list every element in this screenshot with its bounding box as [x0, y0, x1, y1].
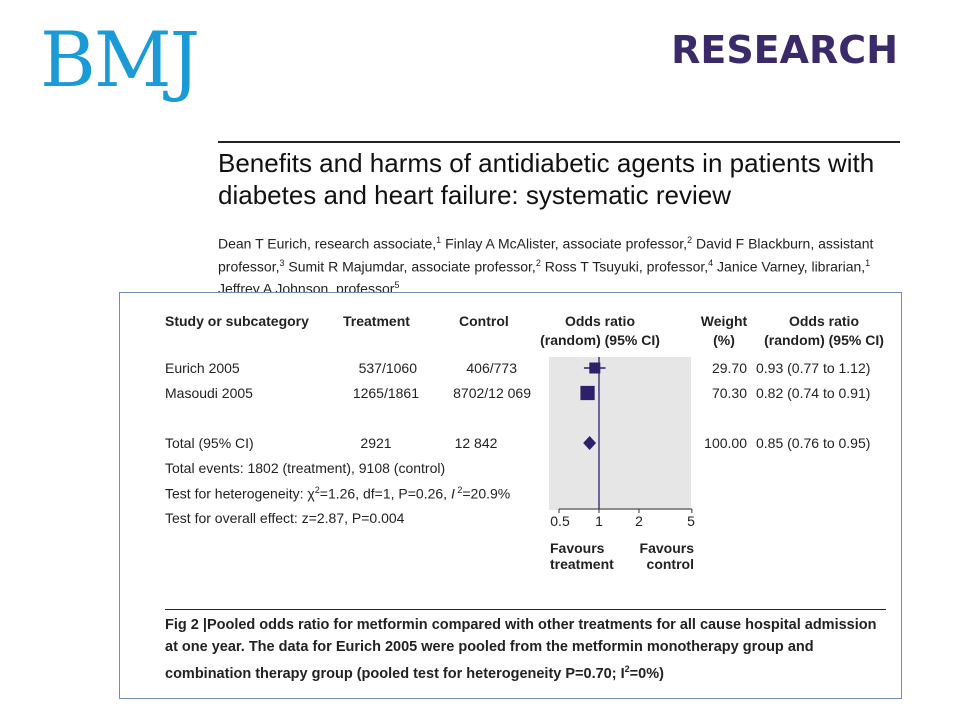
het-mid: =1.26, df=1, P=0.26, — [319, 485, 451, 502]
author-affiliation: 1 — [865, 257, 871, 268]
row-treatment: 1265/1861 — [352, 385, 419, 401]
het-i: I — [450, 485, 455, 502]
total-study: Total (95% CI) — [165, 435, 254, 451]
row-control: 406/773 — [466, 360, 517, 376]
total-control: 12 842 — [454, 435, 498, 451]
forest-plot — [558, 357, 693, 513]
caption-label: Fig 2 — [165, 617, 199, 633]
author-affiliation: 2 — [535, 257, 541, 268]
title-rule — [218, 141, 900, 143]
caption-sep: | — [202, 617, 207, 633]
tick-label: 0.5 — [550, 513, 570, 529]
bmj-logo: BMJ — [40, 15, 200, 104]
header-weight-unit: (%) — [713, 332, 735, 348]
row-study: Masoudi 2005 — [165, 385, 253, 401]
header-odds-ratio-plot-sub: (random) (95% CI) — [540, 332, 660, 348]
author: Janice Varney, librarian, — [717, 258, 866, 275]
header-odds-ratio: Odds ratio — [788, 313, 859, 329]
section-label: RESEARCH — [671, 28, 898, 72]
heterogeneity-note: Test for heterogeneity: χ2=1.26, df=1, P… — [165, 485, 510, 502]
favours-control-label-2: control — [646, 556, 694, 572]
author-affiliation: 2 — [687, 235, 693, 245]
study-marker — [589, 362, 601, 374]
pooled-diamond — [583, 436, 597, 450]
favours-treatment-label: Favours — [550, 540, 605, 556]
row-or: 0.93 (0.77 to 1.12) — [756, 360, 871, 376]
author-list: Dean T Eurich, research associate,1 Finl… — [218, 231, 908, 299]
row-weight: 29.70 — [711, 360, 747, 376]
het-chi: χ — [307, 485, 315, 502]
total-or: 0.85 (0.76 to 0.95) — [756, 435, 871, 451]
favours-control-label: Favours — [639, 540, 694, 556]
header-odds-ratio-sub: (random) (95% CI) — [764, 332, 884, 348]
overall-effect-note: Test for overall effect: z=2.87, P=0.004 — [165, 510, 405, 526]
header-odds-ratio-plot: Odds ratio — [564, 313, 635, 329]
tick-label: 1 — [595, 513, 603, 529]
author: Ross T Tsuyuki, professor, — [544, 258, 709, 275]
het-prefix: Test for heterogeneity: — [165, 485, 308, 502]
study-marker — [580, 385, 595, 401]
total-treatment: 2921 — [360, 435, 392, 451]
caption-text-end: =0%) — [629, 665, 664, 682]
author: Dean T Eurich, research associate, — [218, 235, 437, 252]
author-affiliation: 3 — [279, 257, 285, 268]
tick-label: 5 — [687, 513, 695, 529]
author-affiliation: 5 — [394, 280, 400, 291]
het-chi-sup: 2 — [314, 485, 320, 495]
row-treatment: 537/1060 — [358, 360, 417, 376]
article-title: Benefits and harms of antidiabetic agent… — [218, 148, 875, 210]
het-suffix: =20.9% — [462, 485, 511, 502]
header-study: Study or subcategory — [165, 313, 309, 329]
author: Sumit R Majumdar, associate professor, — [288, 258, 536, 275]
row-study: Eurich 2005 — [165, 360, 240, 376]
caption-text: Pooled odds ratio for metformin compared… — [165, 617, 877, 682]
row-or: 0.82 (0.74 to 0.91) — [756, 385, 871, 401]
total-events-note: Total events: 1802 (treatment), 9108 (co… — [165, 460, 446, 476]
het-i-sup: 2 — [454, 485, 463, 495]
figure-caption: Fig 2 |Pooled odds ratio for metformin c… — [165, 614, 890, 685]
caption-sup: 2 — [624, 664, 630, 674]
total-weight: 100.00 — [704, 435, 747, 451]
author-affiliation: 1 — [436, 235, 442, 245]
favours-treatment-label-2: treatment — [550, 556, 614, 572]
author: David F Blackburn, assistant professor, — [218, 235, 874, 275]
author-affiliation: 4 — [708, 257, 714, 268]
row-control: 8702/12 069 — [453, 385, 531, 401]
author: Finlay A McAlister, associate professor, — [445, 235, 688, 252]
header-weight: Weight — [700, 313, 748, 329]
row-weight: 70.30 — [711, 385, 747, 401]
header-control: Control — [459, 313, 509, 329]
plot-panel — [549, 357, 691, 510]
figure-box — [119, 292, 902, 699]
caption-rule — [165, 609, 886, 610]
tick-label: 2 — [635, 513, 643, 529]
header-treatment: Treatment — [343, 313, 410, 329]
